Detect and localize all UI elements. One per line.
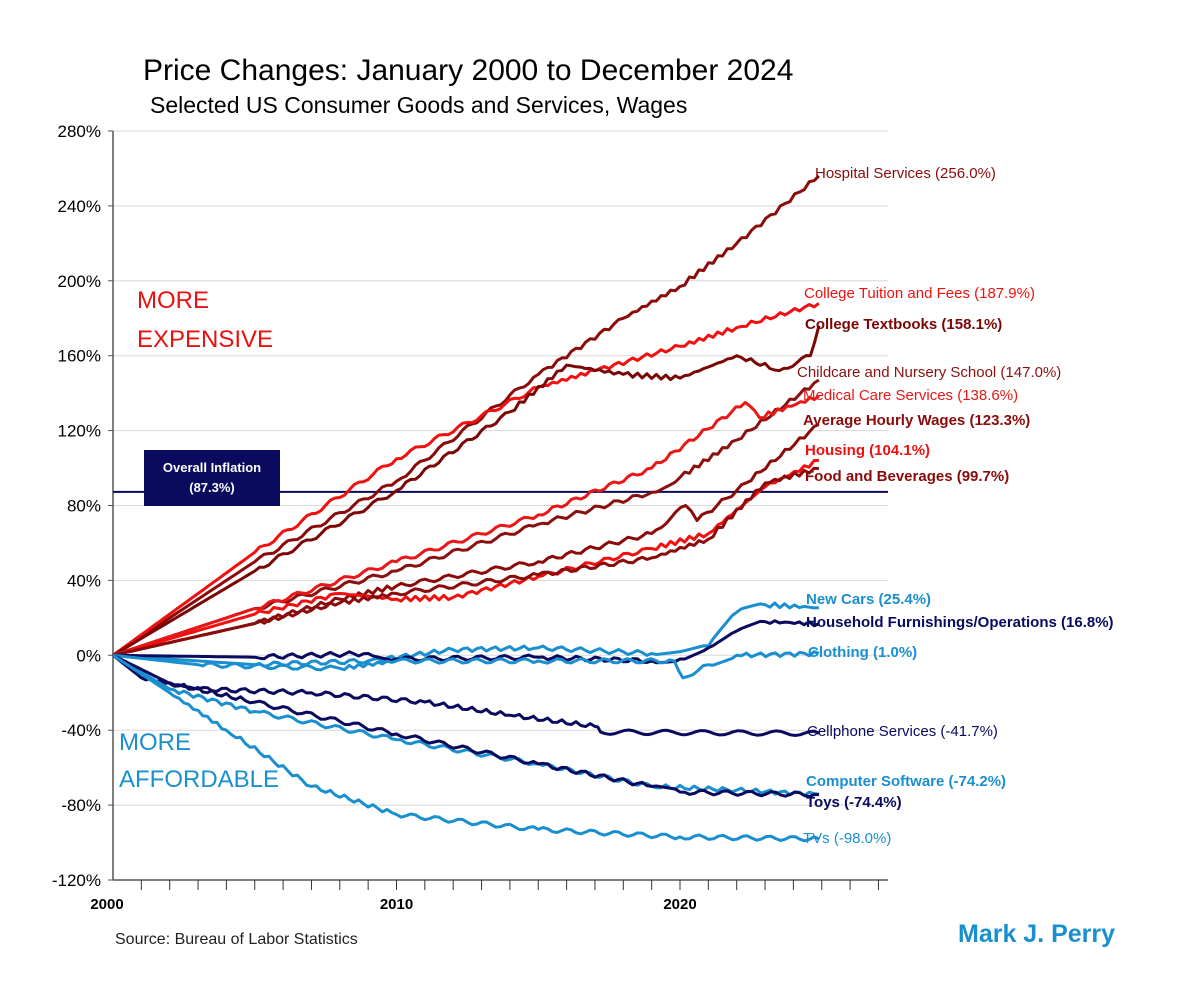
series-line-housing [112, 458, 819, 657]
series-line-hospital-services [112, 174, 820, 657]
inflation-label-line2: (87.3%) [189, 480, 235, 495]
series-line-college-textbooks [112, 325, 821, 657]
series-end-label: Household Furnishings/Operations (16.8%) [806, 614, 1114, 631]
series-end-label: Average Hourly Wages (123.3%) [803, 412, 1030, 429]
x-tick-label: 2010 [380, 896, 413, 913]
y-tick-label: 280% [58, 122, 101, 141]
series-end-label: Computer Software (-74.2%) [806, 773, 1006, 790]
chart-subtitle: Selected US Consumer Goods and Services,… [150, 92, 687, 118]
more-expensive-line2: EXPENSIVE [137, 326, 273, 353]
series-line-toys [112, 653, 819, 799]
source-note: Source: Bureau of Labor Statistics [115, 931, 358, 948]
series-line-medical-care-services [112, 394, 820, 657]
series-end-label: Toys (-74.4%) [806, 794, 902, 811]
series-end-label: Childcare and Nursery School (147.0%) [797, 364, 1061, 381]
series-line-computer-software [112, 654, 820, 798]
inflation-label-box [144, 450, 280, 506]
series-end-label: Cellphone Services (-41.7%) [807, 723, 998, 740]
y-tick-label: 240% [58, 197, 101, 216]
series-line-food-and-beverages [112, 466, 819, 657]
y-tick-label: 40% [67, 571, 101, 590]
author-credit: Mark J. Perry [958, 920, 1115, 948]
more-affordable-line1: MORE [119, 729, 191, 756]
series-end-label: TVs (-98.0%) [803, 830, 891, 847]
y-tick-label: -80% [61, 796, 101, 815]
y-tick-label: 80% [67, 497, 101, 516]
chart-title: Price Changes: January 2000 to December … [143, 54, 793, 87]
y-tick-label: -40% [61, 721, 101, 740]
series-end-label: College Tuition and Fees (187.9%) [804, 285, 1035, 302]
series-end-label: New Cars (25.4%) [806, 591, 931, 608]
more-affordable-line2: AFFORDABLE [119, 766, 279, 793]
more-expensive-line1: MORE [137, 287, 209, 314]
series-line-cellphone-services [112, 654, 820, 737]
x-tick-label: 2020 [663, 896, 696, 913]
y-tick-label: -120% [52, 871, 101, 890]
series-line-household-furnishings-operations [112, 619, 820, 665]
inflation-label-line1: Overall Inflation [163, 460, 261, 475]
series-line-tvs [112, 654, 820, 843]
y-tick-label: 120% [58, 422, 101, 441]
y-tick-label: 160% [58, 347, 101, 366]
series-end-label: Food and Beverages (99.7%) [805, 468, 1009, 485]
series-end-label: Medical Care Services (138.6%) [803, 387, 1018, 404]
y-tick-label: 0% [76, 646, 101, 665]
series-line-college-tuition-and-fees [112, 302, 820, 657]
series-end-label: Hospital Services (256.0%) [815, 165, 996, 182]
y-tick-label: 200% [58, 272, 101, 291]
series-end-label: Clothing (1.0%) [808, 644, 917, 661]
series-end-label: College Textbooks (158.1%) [805, 316, 1002, 333]
x-tick-label: 2000 [90, 896, 123, 913]
series-line-clothing [112, 650, 820, 680]
series-end-label: Housing (104.1%) [805, 442, 930, 459]
